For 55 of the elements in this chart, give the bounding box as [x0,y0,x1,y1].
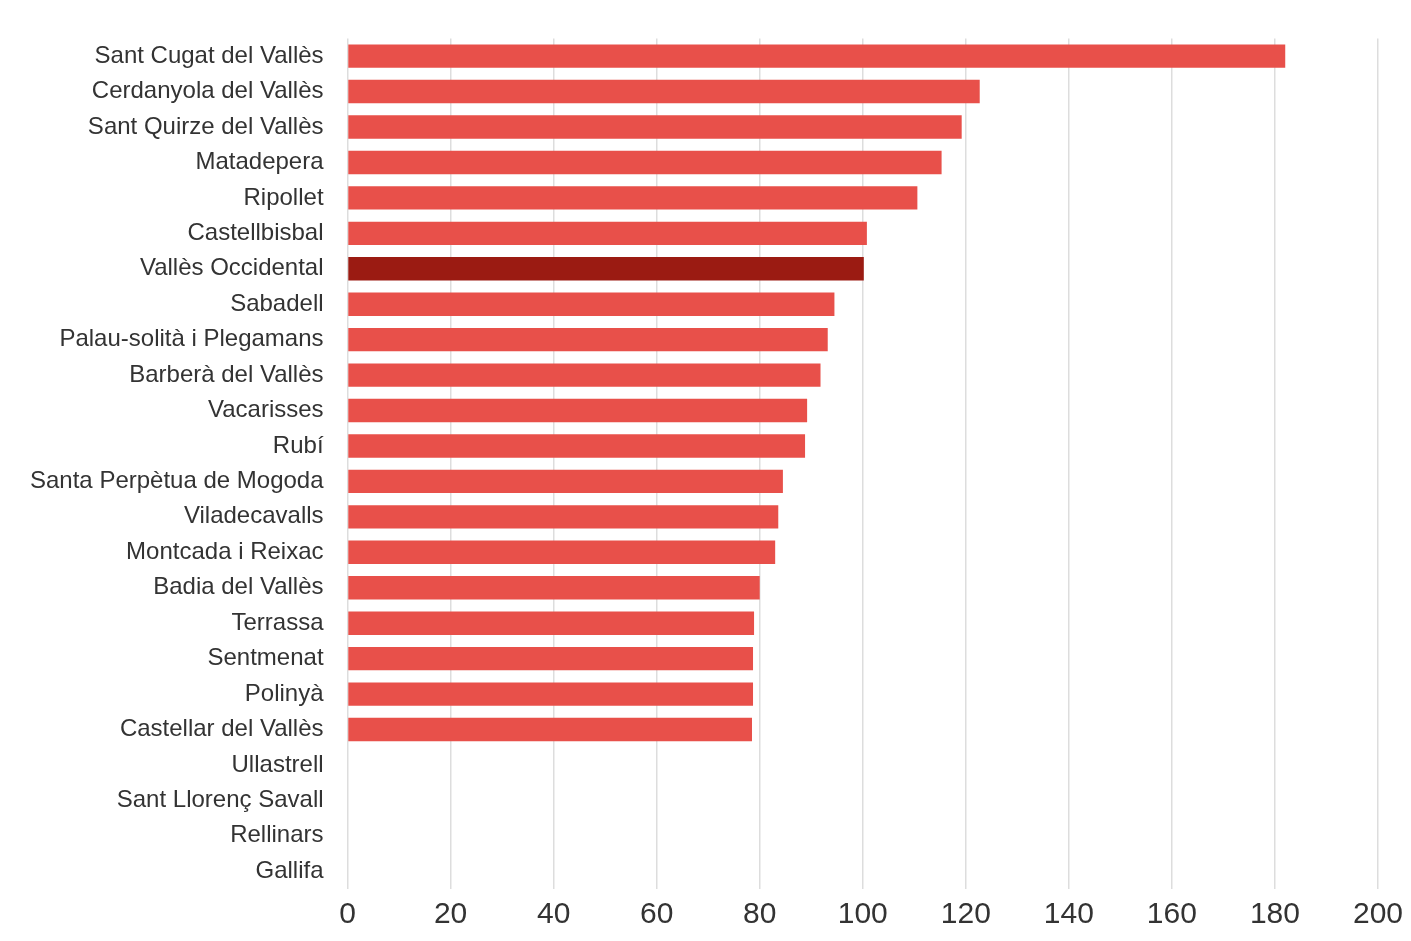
bar [348,434,806,458]
y-tick-label: Ullastrell [231,749,324,777]
y-tick-label: Montcada i Reixac [126,536,324,564]
y-tick-label: Sant Cugat del Vallès [94,40,324,68]
y-tick-label: Viladecavalls [183,501,324,529]
bar [348,292,835,316]
x-tick-label: 40 [536,896,571,930]
bar [348,469,783,494]
y-tick-label: Castellbisbal [187,217,324,245]
bar [348,44,1286,68]
bar [348,646,754,671]
y-tick-label: Sentmenat [207,643,324,671]
x-tick-label: 80 [743,896,777,930]
bar [348,115,962,139]
bar [348,505,779,529]
y-tick-label: Rellinars [230,820,324,848]
bar [348,682,754,706]
bar [348,150,942,175]
y-tick-label: Sabadell [230,288,324,316]
y-tick-label: Badia del Vallès [153,572,324,600]
y-tick-label: Gallifa [255,855,325,883]
bar [348,79,980,104]
y-tick-label: Terrassa [231,607,325,635]
x-tick-label: 60 [639,896,674,930]
x-tick-label: 200 [1352,896,1403,930]
y-tick-label: Santa Perpètua de Mogoda [29,466,325,494]
y-tick-label: Sant Llorenç Savall [116,785,324,813]
bar [348,717,752,742]
y-tick-label: Palau-solità i Plegamans [59,324,324,352]
x-tick-label: 140 [1043,896,1094,930]
bar [348,540,776,564]
x-tick-label: 0 [339,896,356,930]
y-tick-label: Castellar del Vallès [119,714,324,742]
y-tick-label: Barberà del Vallès [129,359,324,387]
x-tick-label: 180 [1249,896,1300,930]
bar [348,327,828,352]
bar [348,576,760,600]
bar [348,611,755,635]
y-tick-label: Polinyà [244,678,325,706]
y-tick-label: Rubí [272,430,324,458]
x-tick-label: 20 [433,896,468,930]
y-tick-label: Vallès Occidental [139,253,324,281]
bar [348,363,821,387]
y-tick-label: Sant Quirze del Vallès [87,111,324,139]
y-tick-label: Vacarisses [207,395,324,423]
bar [348,257,864,281]
bar [348,398,808,423]
x-tick-label: 160 [1146,896,1197,930]
bar [348,221,867,246]
bar [348,186,918,210]
y-tick-label: Cerdanyola del Vallès [91,76,324,104]
y-tick-label: Matadepera [195,147,325,175]
x-tick-label: 100 [837,896,888,930]
x-tick-label: 120 [940,896,991,930]
y-tick-label: Ripollet [243,182,324,210]
